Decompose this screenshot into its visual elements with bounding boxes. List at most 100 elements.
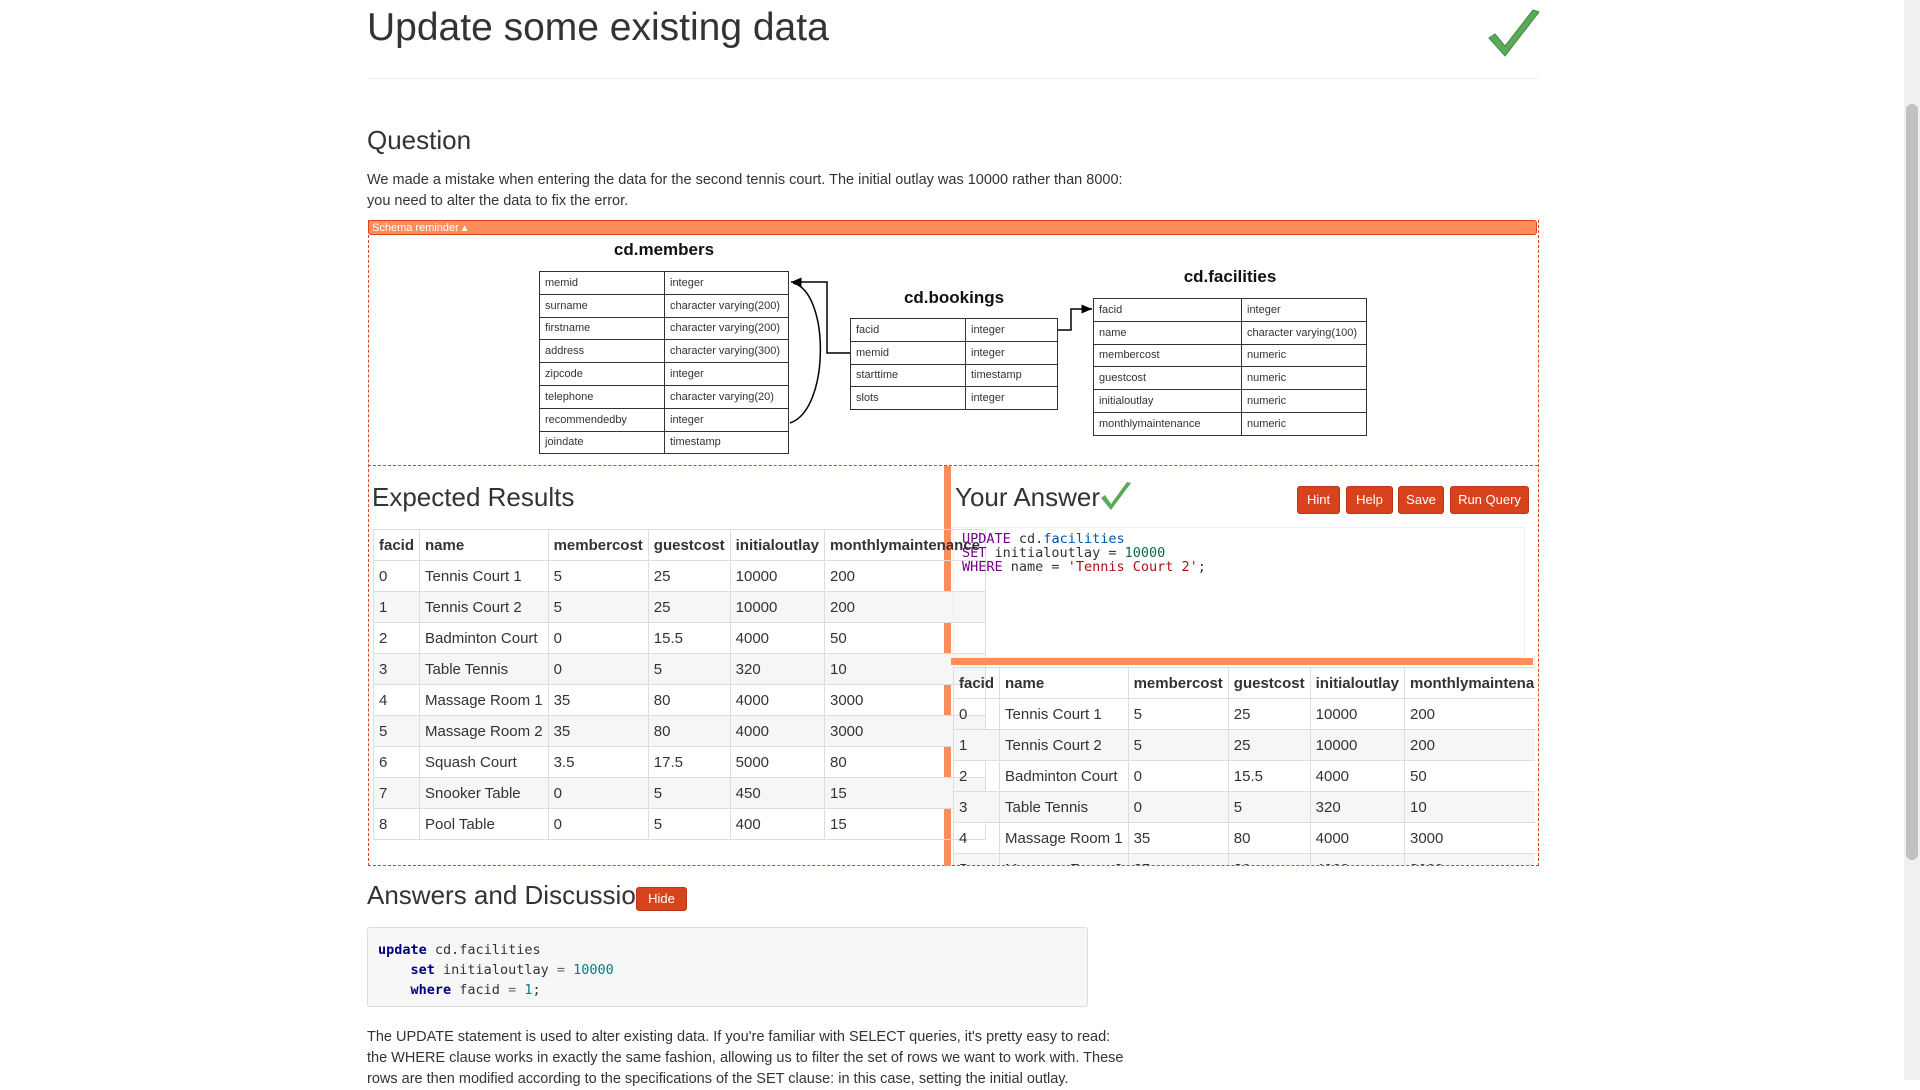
- cell: 2: [372, 622, 421, 654]
- cell: 1: [953, 729, 1001, 761]
- column-type: character varying(20): [664, 384, 789, 409]
- result-table: facid name membercost guestcost initialoutla…: [953, 667, 1535, 865]
- cell: Squash Court: [419, 746, 549, 778]
- cell: Tennis Court 2: [999, 729, 1129, 761]
- result-splitter[interactable]: [951, 658, 1533, 665]
- hide-button[interactable]: Hide: [636, 887, 687, 911]
- cell: 5: [547, 591, 649, 623]
- column-name: guestcost: [1093, 366, 1242, 391]
- cell: 25: [1227, 729, 1311, 761]
- result-row: 3 Table Tennis 0 5 320 10: [953, 791, 1535, 823]
- column-name: monthlymaintenance: [1093, 411, 1242, 436]
- save-button[interactable]: Save: [1398, 486, 1444, 514]
- column-header: facid: [372, 529, 421, 561]
- expected-heading: Expected Results: [372, 482, 575, 512]
- column-type: character varying(100): [1241, 320, 1367, 345]
- cell: 8: [372, 808, 421, 840]
- cell: 80: [647, 684, 731, 716]
- schema-row: starttime timestamp: [850, 363, 1058, 388]
- cell: 35: [547, 715, 649, 747]
- column-header: guestcost: [647, 529, 731, 561]
- column-type: timestamp: [965, 363, 1058, 388]
- cell: 0: [1127, 760, 1229, 792]
- cell: 0: [547, 622, 649, 654]
- cell: 200: [1403, 698, 1535, 730]
- column-type: timestamp: [664, 430, 789, 455]
- column-name: surname: [539, 293, 665, 318]
- schema-row: firstname character varying(200): [539, 316, 789, 341]
- column-header: name: [419, 529, 549, 561]
- column-header: guestcost: [1227, 667, 1311, 699]
- cell: 5: [547, 560, 649, 592]
- schema-row: facid integer: [850, 318, 1058, 342]
- answer-table-wrap: facid name membercost guestcost initialoutla…: [953, 667, 1535, 865]
- header-row: facid name membercost guestcost initialoutla…: [372, 529, 987, 561]
- schema-toggle[interactable]: Schema reminder ▴: [368, 220, 1537, 235]
- discussion-text: The UPDATE statement is used to alter ex…: [367, 1029, 1124, 1087]
- code-token: where: [410, 982, 452, 998]
- help-button[interactable]: Help: [1346, 486, 1393, 514]
- column-type: character varying(200): [664, 293, 789, 318]
- column-type: numeric: [1241, 411, 1367, 436]
- code-token: facilities: [1043, 531, 1125, 547]
- code-token: cd.: [1018, 531, 1044, 547]
- cell: 5: [1127, 698, 1229, 730]
- cell: 450: [729, 777, 825, 809]
- hint-button[interactable]: Hint: [1297, 486, 1340, 514]
- result-row: 1 Tennis Court 2 5 25 10000 200: [372, 591, 987, 623]
- question-text: We made a mistake when entering the data…: [367, 172, 1123, 209]
- cell: 35: [547, 684, 649, 716]
- cell: Massage Room 1: [999, 822, 1129, 854]
- cell: 10000: [729, 591, 825, 623]
- cell: 0: [953, 698, 1001, 730]
- column-header: name: [999, 667, 1129, 699]
- code-token: SET: [962, 545, 987, 561]
- result-row: 4 Massage Room 1 35 80 4000 3000: [953, 822, 1535, 854]
- success-check: [1488, 9, 1540, 57]
- cell: 15.5: [1227, 760, 1311, 792]
- cell: 10000: [1309, 729, 1405, 761]
- result-row: 2 Badminton Court 0 15.5 4000 50: [372, 622, 987, 654]
- column-header: initialoutlay: [729, 529, 825, 561]
- schema-row: joindate timestamp: [539, 430, 789, 455]
- cell: 1: [372, 591, 421, 623]
- question-heading: Question: [367, 125, 472, 155]
- cell: 4000: [729, 715, 825, 747]
- cell: 6: [372, 746, 421, 778]
- cell: 3000: [1403, 822, 1535, 854]
- code-token: initialoutlay =: [994, 545, 1117, 561]
- code-token: =: [508, 982, 517, 998]
- cell: Tennis Court 1: [419, 560, 549, 592]
- scrollbar-thumb[interactable]: [1906, 104, 1918, 860]
- cell: 3.5: [547, 746, 649, 778]
- cell: 5: [953, 853, 1001, 865]
- cell: 4000: [729, 684, 825, 716]
- divider: [367, 78, 1538, 79]
- code-token: UPDATE: [962, 531, 1011, 547]
- schema-table: facid integer memid integer starttime timesta…: [850, 318, 1058, 411]
- sql-editor[interactable]: UPDATE cd.facilities SET initialoutlay =…: [953, 527, 1525, 658]
- schema-table: memid integer surname character varying(200…: [539, 271, 789, 455]
- cell: Table Tennis: [419, 653, 549, 685]
- cell: 35: [1127, 822, 1229, 854]
- cell: 0: [547, 808, 649, 840]
- result-row: 1 Tennis Court 2 5 25 10000 200: [953, 729, 1535, 761]
- cell: Massage Room 2: [419, 715, 549, 747]
- cell: 7: [372, 777, 421, 809]
- result-row: 3 Table Tennis 0 5 320 10: [372, 653, 987, 685]
- cell: Snooker Table: [419, 777, 549, 809]
- cell: 400: [729, 808, 825, 840]
- cell: 80: [1227, 822, 1311, 854]
- code-token: update: [378, 942, 427, 958]
- code-token: ;: [1197, 559, 1206, 575]
- cell: 3000: [1403, 853, 1535, 865]
- cell: 10000: [1309, 698, 1405, 730]
- code-token: 'Tennis Court 2': [1067, 559, 1198, 575]
- code-token: cd.facilities: [434, 942, 541, 958]
- cell: 0: [547, 653, 649, 685]
- cell: 50: [823, 622, 987, 654]
- schema-table-title: cd.bookings: [903, 288, 1005, 307]
- run-query-button[interactable]: Run Query: [1450, 486, 1529, 514]
- cell: 17.5: [647, 746, 731, 778]
- column-name: initialoutlay: [1093, 389, 1242, 413]
